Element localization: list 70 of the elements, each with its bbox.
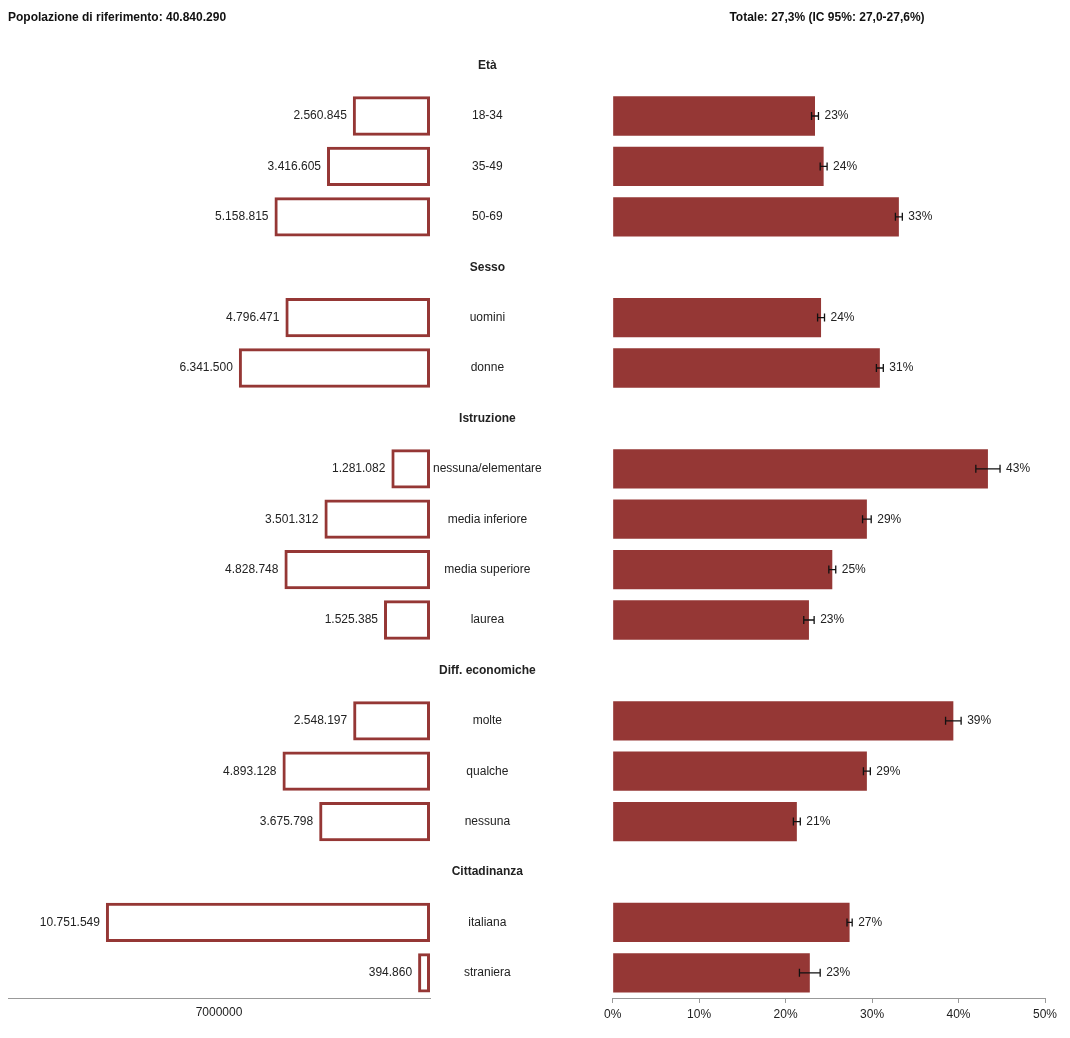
bar xyxy=(613,297,822,338)
y-tick-label: nessuna xyxy=(464,813,511,828)
y-tick-label: 18-34 xyxy=(472,108,504,123)
data-label: 29% xyxy=(876,763,901,778)
bar xyxy=(613,953,810,993)
y-tick-label: uomini xyxy=(469,309,506,324)
bar xyxy=(613,449,988,489)
data-label: 2.548.197 xyxy=(293,713,348,728)
x-tick-label: 40% xyxy=(946,1006,971,1021)
data-label: 4.893.128 xyxy=(223,763,277,778)
y-tick-label: qualche xyxy=(466,763,509,778)
data-label: 2.560.845 xyxy=(293,108,348,123)
data-label: 4.828.748 xyxy=(225,561,279,576)
text: 7000000 xyxy=(195,1005,243,1020)
data-label: 3.501.312 xyxy=(265,511,319,526)
chart-title: Popolazione di riferimento: 40.840.290 xyxy=(8,9,227,24)
y-tick-label: Istruzione xyxy=(459,410,517,425)
data-label: 23% xyxy=(826,965,851,980)
data-label: 33% xyxy=(908,209,933,224)
x-tick-label: 20% xyxy=(773,1006,798,1021)
data-label: 3.416.605 xyxy=(267,158,322,173)
data-label: 29% xyxy=(877,511,902,526)
y-tick-label: media superiore xyxy=(444,561,531,576)
data-label: 4.796.471 xyxy=(226,309,280,324)
y-tick-label: nessuna/elementare xyxy=(432,461,543,476)
bar xyxy=(613,197,899,237)
data-label: 24% xyxy=(830,309,855,324)
data-label: 25% xyxy=(841,561,867,576)
data-label: 1.525.385 xyxy=(324,612,379,627)
data-label: 23% xyxy=(824,108,849,123)
data-label: 27% xyxy=(858,914,883,929)
data-label: 3.675.798 xyxy=(259,813,314,828)
y-tick-label: Diff. economiche xyxy=(439,662,537,677)
bar xyxy=(613,751,867,791)
data-label: 1.281.082 xyxy=(331,461,386,476)
bar xyxy=(613,701,954,741)
data-label: 31% xyxy=(889,360,914,375)
data-label: 6.341.500 xyxy=(179,360,234,375)
bar xyxy=(613,348,880,388)
data-label: 21% xyxy=(806,813,831,828)
y-tick-label: straniera xyxy=(464,965,512,980)
data-label: 10.751.549 xyxy=(39,914,101,929)
bar xyxy=(613,902,850,943)
y-tick-label: 50-69 xyxy=(472,209,504,224)
data-label: 39% xyxy=(967,713,992,728)
bar xyxy=(613,801,797,842)
data-label: 5.158.815 xyxy=(215,209,269,224)
bar xyxy=(613,146,824,187)
bar xyxy=(613,499,867,539)
x-tick-label: 10% xyxy=(687,1006,712,1021)
data-label: 24% xyxy=(833,158,858,173)
x-tick-label: 50% xyxy=(1032,1006,1058,1021)
chart-title: Totale: 27,3% (IC 95%: 27,0-27,6%) xyxy=(729,9,925,24)
y-tick-label: molte xyxy=(472,713,503,728)
bar xyxy=(613,600,809,640)
y-tick-label: media inferiore xyxy=(447,511,528,526)
y-tick-label: Cittadinanza xyxy=(451,864,524,879)
y-tick-label: Sesso xyxy=(469,259,506,274)
y-tick-label: donne xyxy=(470,360,505,375)
y-tick-label: laurea xyxy=(470,612,505,627)
data-label: 43% xyxy=(1006,461,1031,476)
x-tick-label: 30% xyxy=(860,1006,885,1021)
y-tick-label: 35-49 xyxy=(472,158,504,173)
data-label: 394.860 xyxy=(368,965,413,980)
y-tick-label: italiana xyxy=(468,914,507,929)
bar xyxy=(613,96,815,136)
y-tick-label: Età xyxy=(478,57,498,72)
data-label: 23% xyxy=(820,612,845,627)
bar xyxy=(613,549,833,590)
x-tick-label: 0% xyxy=(604,1006,622,1021)
